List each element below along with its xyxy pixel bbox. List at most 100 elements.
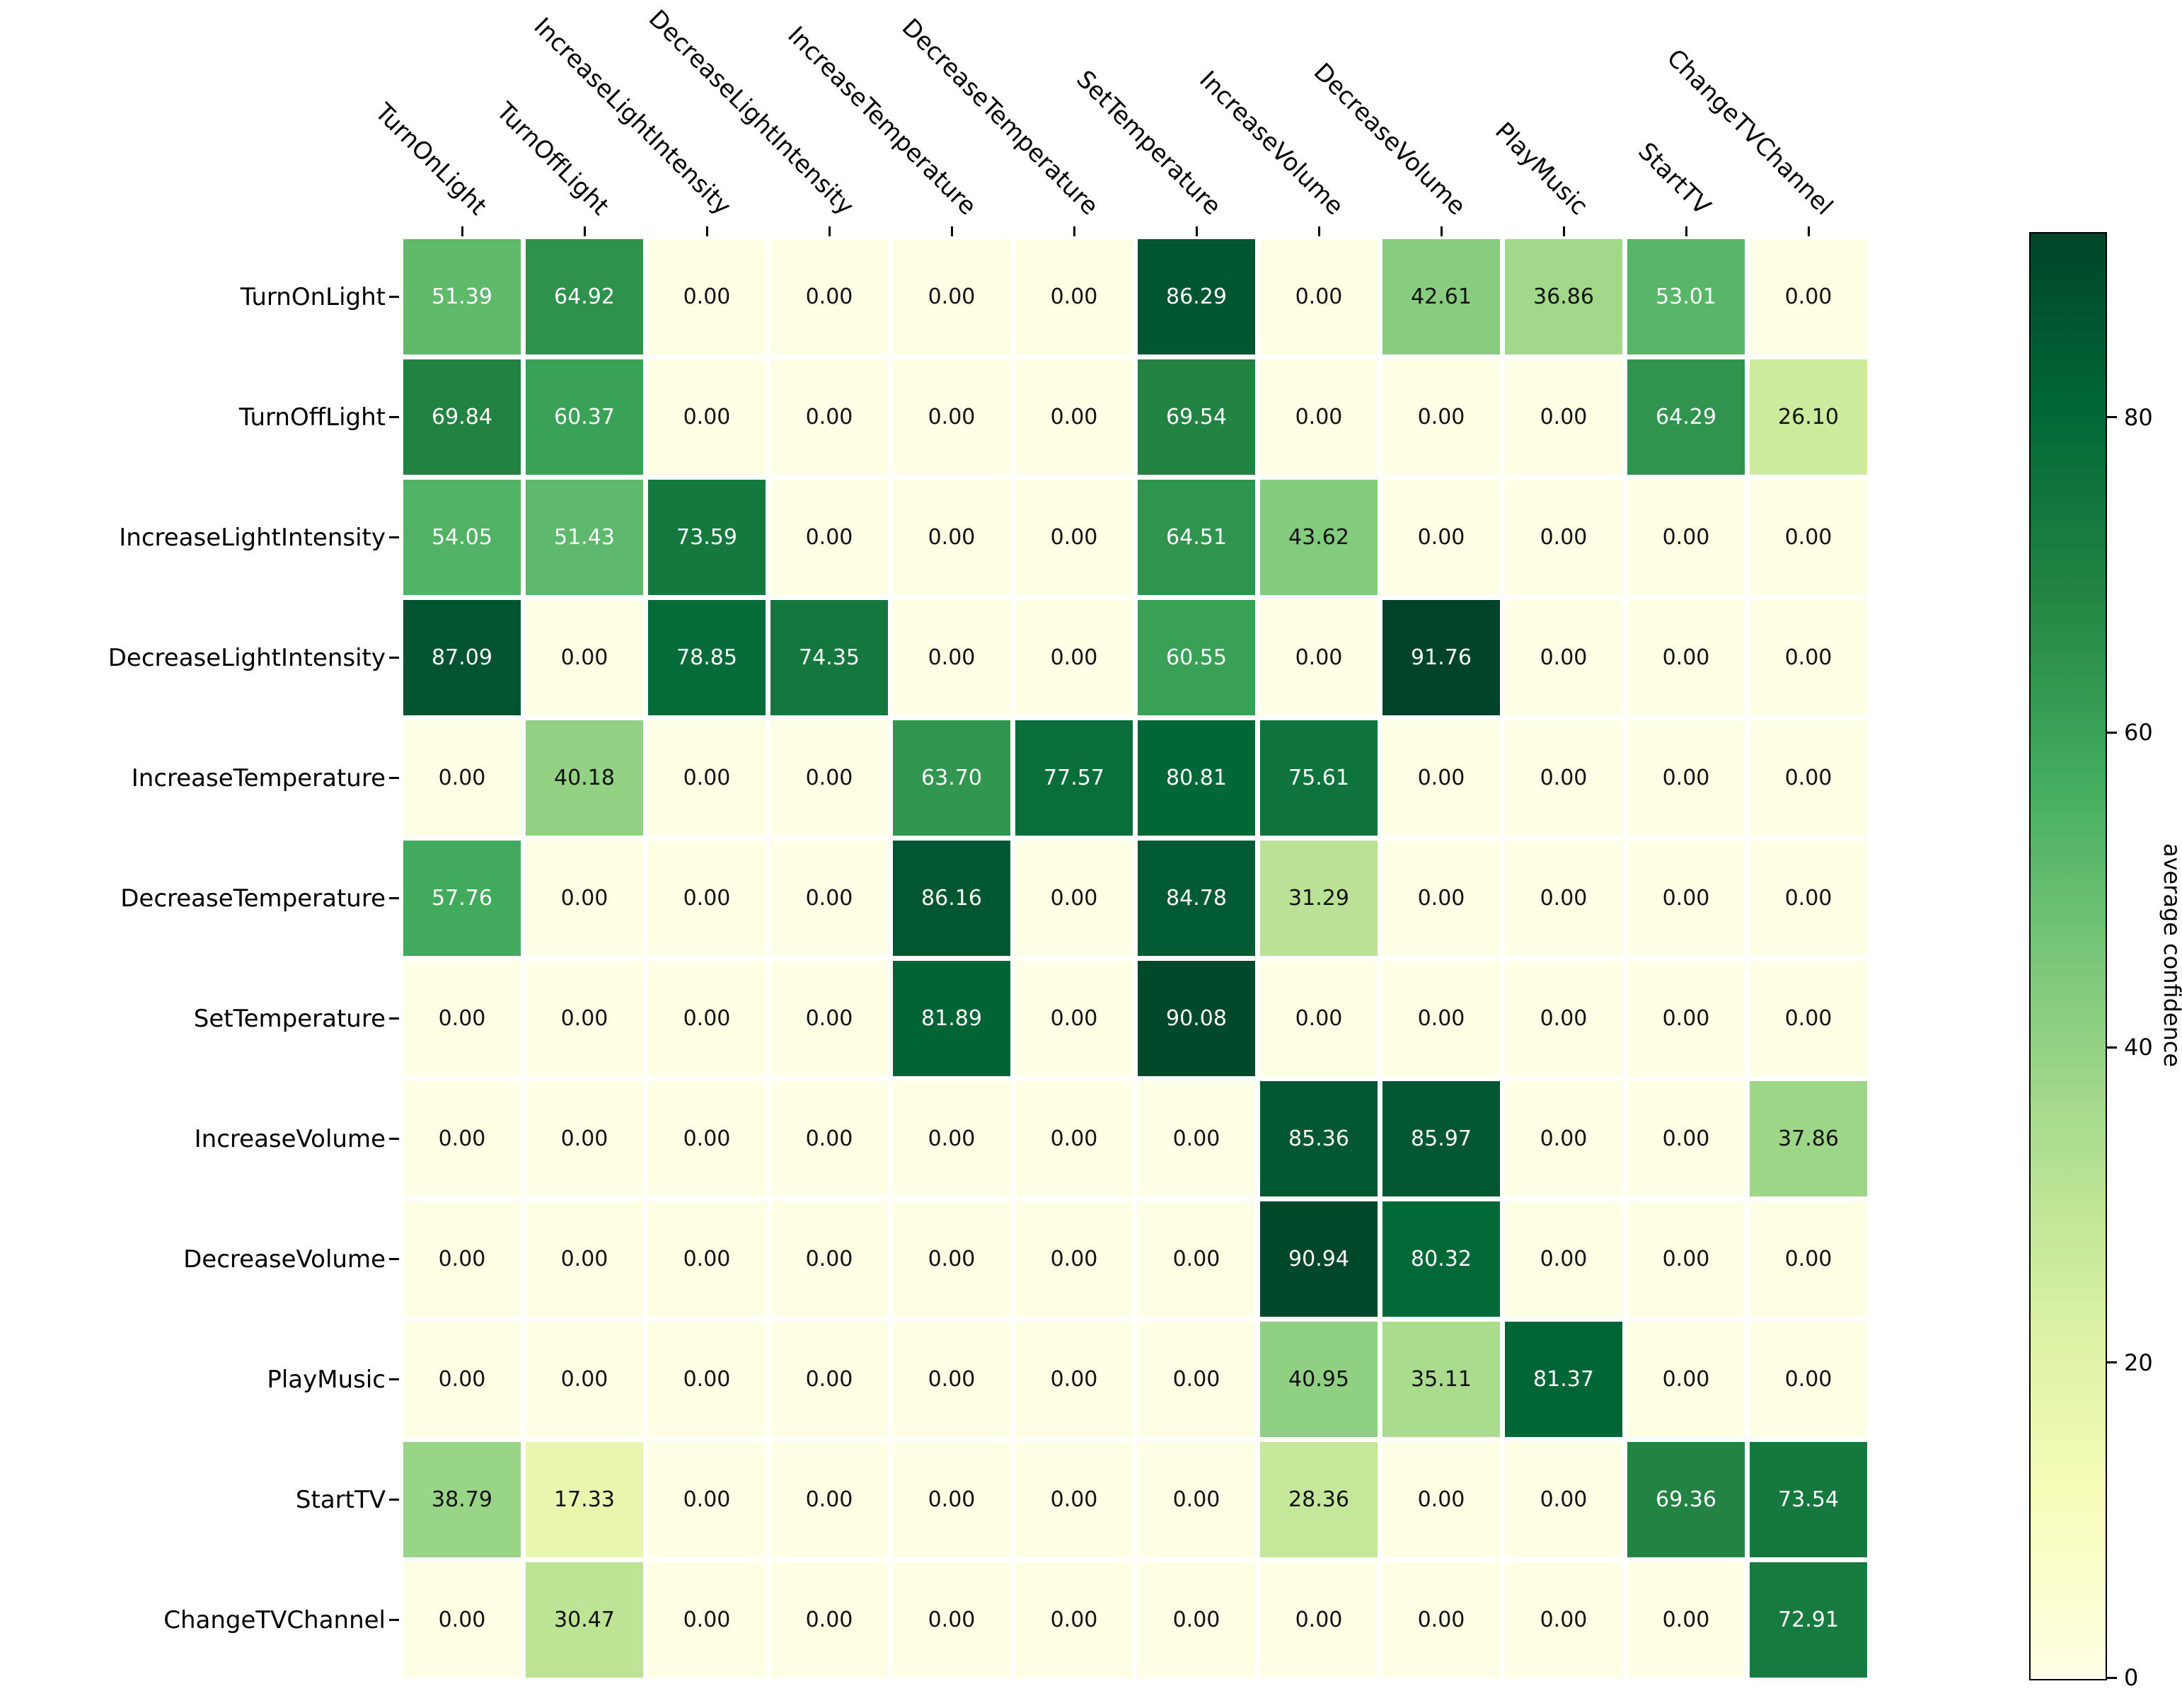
column-label-text: DecreaseTemperature — [896, 13, 1104, 221]
heatmap-cell: 0.00 — [648, 720, 766, 836]
heatmap-cell: 0.00 — [526, 841, 643, 956]
heatmap-cell: 40.95 — [1260, 1322, 1378, 1437]
heatmap-cell: 0.00 — [526, 1081, 643, 1196]
heatmap-cell: 0.00 — [770, 1442, 888, 1557]
heatmap-cell: 0.00 — [1260, 961, 1378, 1076]
heatmap-cell: 0.00 — [403, 961, 521, 1076]
x-axis-tick — [1073, 226, 1075, 236]
heatmap-cell: 0.00 — [770, 1322, 888, 1437]
colorbar-tick-label: 60 — [2124, 719, 2153, 746]
row-label: ChangeTVChannel — [163, 1605, 386, 1634]
heatmap-cell: 0.00 — [403, 720, 521, 836]
colorbar-tick-label: 80 — [2124, 403, 2153, 431]
heatmap-cell: 0.00 — [893, 1442, 1010, 1557]
heatmap-cell: 0.00 — [648, 841, 766, 956]
x-axis-tick — [1685, 226, 1687, 236]
heatmap-cell: 86.29 — [1138, 239, 1255, 354]
heatmap-cell: 78.85 — [648, 600, 766, 715]
heatmap-cell: 0.00 — [1015, 359, 1133, 475]
heatmap-cell: 64.29 — [1627, 359, 1745, 475]
heatmap-cell: 0.00 — [1750, 961, 1867, 1076]
heatmap-cell: 0.00 — [1750, 1201, 1867, 1317]
column-label-text: StartTV — [1632, 137, 1716, 221]
heatmap-cell: 0.00 — [1382, 720, 1500, 836]
heatmap-cell: 64.92 — [526, 239, 643, 354]
heatmap-cell: 0.00 — [1015, 480, 1133, 595]
heatmap-cell: 0.00 — [893, 239, 1010, 354]
heatmap-cell: 85.97 — [1382, 1081, 1500, 1196]
heatmap-cell: 0.00 — [403, 1081, 521, 1196]
heatmap-cell: 31.29 — [1260, 841, 1378, 956]
heatmap-cell: 0.00 — [648, 1442, 766, 1557]
heatmap-cell: 0.00 — [893, 1562, 1010, 1678]
colorbar-tick-label: 0 — [2124, 1664, 2139, 1691]
heatmap-cell: 0.00 — [1138, 1322, 1255, 1437]
heatmap-cell: 0.00 — [1138, 1442, 1255, 1557]
heatmap-cell: 0.00 — [770, 1562, 888, 1678]
heatmap-cell: 90.94 — [1260, 1201, 1378, 1317]
x-axis-tick — [828, 226, 831, 236]
row-label: IncreaseLightIntensity — [119, 523, 386, 552]
heatmap-cell: 0.00 — [1382, 359, 1500, 475]
heatmap-cell: 0.00 — [526, 1201, 643, 1317]
heatmap-cell: 36.86 — [1505, 239, 1622, 354]
heatmap-cell: 0.00 — [770, 720, 888, 836]
heatmap-cell: 43.62 — [1260, 480, 1378, 595]
heatmap-cell: 0.00 — [1015, 1442, 1133, 1557]
x-axis-tick — [705, 226, 708, 236]
colorbar-tick — [2107, 1676, 2117, 1679]
row-label: IncreaseVolume — [194, 1124, 386, 1153]
heatmap-cell: 37.86 — [1750, 1081, 1867, 1196]
heatmap-cell: 0.00 — [1750, 841, 1867, 956]
heatmap-cell: 0.00 — [1505, 480, 1622, 595]
colorbar-tick-label: 40 — [2124, 1034, 2153, 1061]
y-axis-tick — [389, 1138, 399, 1140]
heatmap-cell: 0.00 — [1627, 961, 1745, 1076]
heatmap-cell: 0.00 — [526, 1322, 643, 1437]
heatmap-cell: 0.00 — [1015, 1322, 1133, 1437]
x-axis-tick — [1440, 226, 1443, 236]
heatmap-cell: 0.00 — [770, 359, 888, 475]
heatmap-cell: 0.00 — [1750, 480, 1867, 595]
heatmap-cell: 0.00 — [1138, 1562, 1255, 1678]
heatmap-cell: 0.00 — [1505, 1201, 1622, 1317]
row-label: DecreaseTemperature — [120, 884, 386, 913]
heatmap-cell: 35.11 — [1382, 1322, 1500, 1437]
heatmap-cell: 0.00 — [648, 359, 766, 475]
y-axis-tick — [389, 1619, 399, 1621]
row-label: DecreaseVolume — [183, 1245, 386, 1274]
heatmap-cell: 0.00 — [1505, 1442, 1622, 1557]
row-label: IncreaseTemperature — [131, 763, 386, 792]
y-axis-tick — [389, 296, 399, 298]
heatmap-cell: 53.01 — [1627, 239, 1745, 354]
heatmap-cell: 0.00 — [1260, 239, 1378, 354]
heatmap-cell: 0.00 — [893, 1081, 1010, 1196]
heatmap-cell: 0.00 — [1750, 720, 1867, 836]
y-axis-tick — [389, 1499, 399, 1501]
heatmap-cell: 0.00 — [1382, 1562, 1500, 1678]
row-label: TurnOffLight — [238, 403, 386, 432]
heatmap-cell: 0.00 — [1505, 359, 1622, 475]
heatmap-cell: 28.36 — [1260, 1442, 1378, 1557]
column-label-text: TurnOnLight — [369, 98, 492, 221]
heatmap-cell: 42.61 — [1382, 239, 1500, 354]
heatmap-cell: 73.54 — [1750, 1442, 1867, 1557]
heatmap-cell: 0.00 — [648, 1201, 766, 1317]
heatmap-cell: 0.00 — [1015, 961, 1133, 1076]
row-label: StartTV — [295, 1485, 386, 1514]
y-axis-tick — [389, 1378, 399, 1380]
colorbar-tick — [2107, 416, 2117, 419]
colorbar-tick — [2107, 731, 2117, 734]
y-axis-tick — [389, 1017, 399, 1020]
heatmap-cell: 0.00 — [1505, 961, 1622, 1076]
x-axis-tick — [1562, 226, 1565, 236]
heatmap-cell: 87.09 — [403, 600, 521, 715]
heatmap-cell: 0.00 — [526, 961, 643, 1076]
heatmap-cell: 86.16 — [893, 841, 1010, 956]
heatmap-grid: 51.39 64.92 0.00 0.00 0.00 0.00 86.29 0.00 42.61… — [403, 239, 1867, 1678]
heatmap-cell: 0.00 — [1015, 1201, 1133, 1317]
y-axis-tick — [389, 536, 399, 538]
colorbar-tick — [2107, 1046, 2117, 1049]
heatmap-cell: 57.76 — [403, 841, 521, 956]
